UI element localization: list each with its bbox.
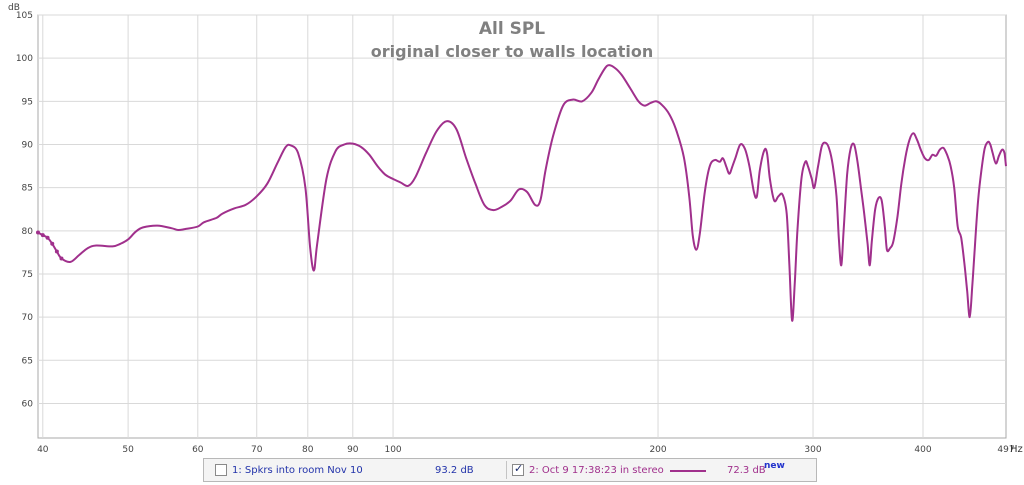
legend-bar: 1: Spkrs into room Nov 10 93.2 dB ✓ 2: O… — [203, 458, 817, 482]
grid-layer — [38, 14, 1006, 438]
x-tick-label: 80 — [302, 445, 314, 455]
series-point — [45, 235, 50, 240]
series-point — [54, 249, 59, 254]
legend-label-2[interactable]: 2: Oct 9 17:38:23 in stereo — [529, 465, 664, 476]
series-point — [50, 241, 55, 246]
y-tick-label: 105 — [16, 11, 33, 21]
y-tick-label: 65 — [22, 356, 33, 366]
y-tick-label: 75 — [22, 270, 33, 280]
y-tick-label: 70 — [22, 313, 34, 323]
x-tick-label: 200 — [649, 445, 666, 455]
x-tick-label: 40 — [37, 445, 49, 455]
legend-label-1[interactable]: 1: Spkrs into room Nov 10 — [232, 465, 363, 476]
legend-checkbox-1[interactable] — [215, 464, 227, 476]
x-tick-label: 497 — [997, 445, 1014, 455]
x-tick-label: 60 — [192, 445, 204, 455]
x-tick-label: 400 — [914, 445, 931, 455]
legend-value-1: 93.2 dB — [435, 465, 474, 476]
y-axis-unit-label: dB — [8, 3, 20, 13]
x-tick-label: 100 — [384, 445, 401, 455]
series-point — [59, 256, 64, 261]
x-tick-label: 90 — [347, 445, 359, 455]
x-tick-label: 50 — [122, 445, 134, 455]
y-tick-label: 80 — [22, 227, 34, 237]
chart-title: All SPL — [479, 19, 545, 39]
legend-swatch-2 — [670, 470, 706, 472]
series-point — [36, 230, 40, 235]
y-tick-label: 85 — [22, 184, 33, 194]
legend-value-2: 72.3 dB — [727, 465, 766, 476]
y-tick-label: 100 — [16, 54, 33, 64]
plot-background — [37, 14, 1007, 439]
legend-separator — [506, 461, 507, 479]
x-axis-unit-label: Hz — [1010, 444, 1023, 455]
legend-checkbox-2[interactable]: ✓ — [512, 462, 524, 476]
axis-layer: 60 65 70 75 80 85 90 95 100 105 40 50 60 70 80 90 100 200… — [16, 11, 1015, 455]
y-tick-label: 95 — [22, 97, 33, 107]
y-tick-label: 60 — [22, 399, 34, 409]
series-point — [40, 233, 45, 238]
legend-new-badge: new — [764, 461, 785, 471]
x-tick-label: 70 — [251, 445, 263, 455]
checkmark-icon: ✓ — [514, 462, 524, 475]
series-line — [37, 64, 1007, 322]
y-tick-label: 90 — [22, 140, 34, 150]
chart-subtitle: original closer to walls location — [371, 42, 653, 61]
series-layer — [36, 64, 1007, 322]
x-tick-label: 300 — [804, 445, 821, 455]
